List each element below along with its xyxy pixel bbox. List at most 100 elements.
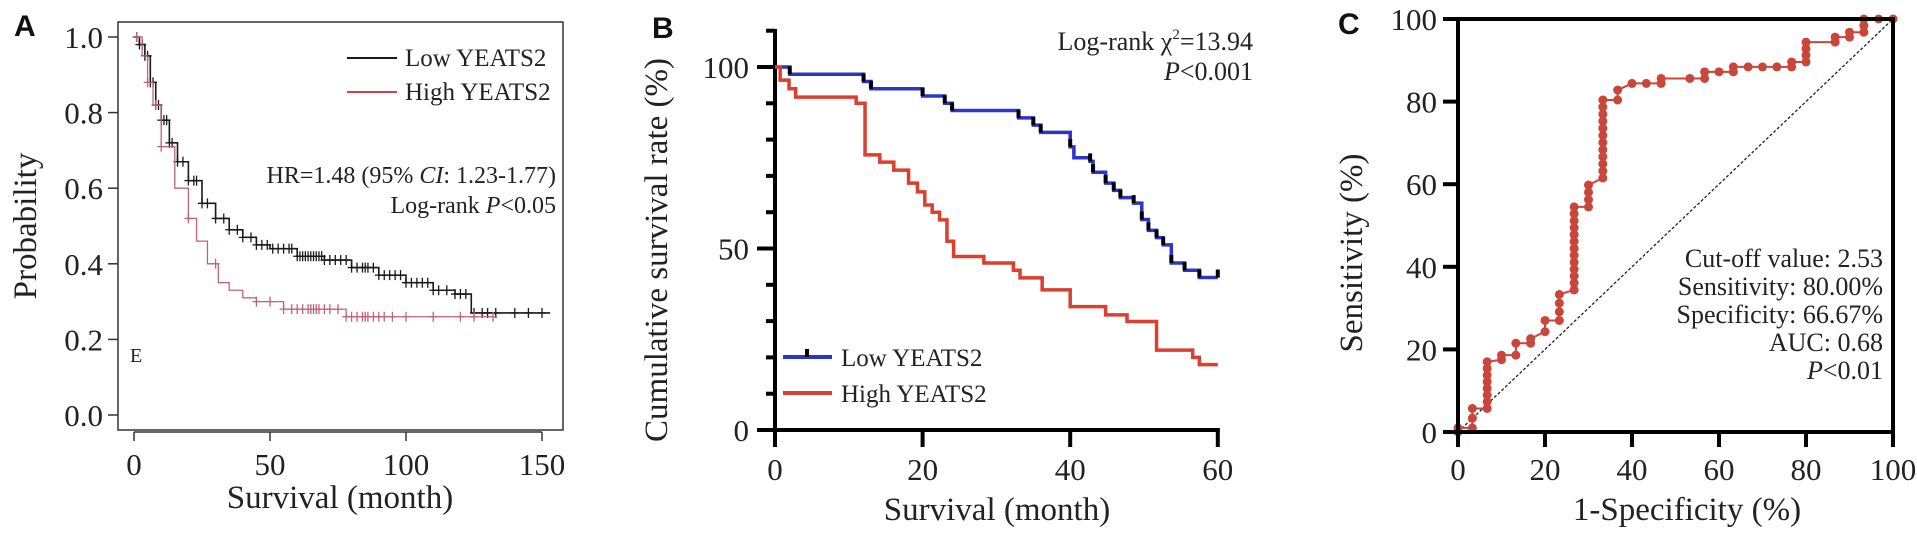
auc-annotation: AUC: 0.68: [1769, 328, 1883, 357]
censor-mark-low-a: [524, 307, 533, 318]
logrank-chi-square-annotation: Log-rank χ2=13.94: [1058, 27, 1253, 56]
roc-point: [1554, 307, 1564, 317]
censor-mark-low-a: [510, 307, 519, 318]
y-tick-label-b: 0: [734, 413, 750, 448]
y-tick-label-a: 0.0: [64, 398, 103, 433]
roc-point: [1569, 209, 1579, 219]
legend-label-low-b: Low YEATS2: [841, 345, 982, 372]
panel-label-b: B: [652, 12, 674, 45]
censor-mark-low-a: [219, 213, 228, 224]
roc-point: [1482, 390, 1492, 400]
roc-point: [1584, 187, 1593, 197]
roc-point: [1482, 377, 1492, 387]
roc-point: [1584, 202, 1593, 212]
roc-point: [1569, 257, 1579, 267]
censor-mark-high-a: [157, 141, 166, 152]
hr-ci: CI: [419, 163, 444, 189]
roc-point: [1613, 85, 1623, 95]
roc-point: [1569, 223, 1579, 233]
x-tick-label-c: 100: [1870, 452, 1917, 487]
y-tick-label-a: 0.2: [64, 322, 103, 357]
hr-prefix: HR=1.48 (95%: [266, 163, 419, 189]
plot-area-b: [775, 65, 1220, 367]
roc-point: [1569, 271, 1579, 281]
panel-label-c: C: [1338, 8, 1360, 41]
censor-mark-low-a: [396, 270, 405, 281]
axes-c: 0 20 40 60 80 100 0 20 40 60 80 100: [1391, 2, 1917, 487]
censor-mark-low-a: [423, 277, 432, 288]
censor-mark-low-a: [211, 213, 220, 224]
censor-mark-high-a: [151, 100, 160, 111]
hazard-ratio-annotation: HR=1.48 (95% CI: 1.23-1.77): [266, 163, 556, 189]
censor-mark-low-a: [461, 289, 470, 300]
y-tick-label-b: 50: [718, 232, 749, 267]
logrank-suffix-a: <0.05: [500, 193, 556, 219]
censor-mark-low-a: [538, 307, 546, 318]
roc-point: [1598, 123, 1608, 133]
specificity-annotation: Specificity: 66.67%: [1676, 300, 1883, 329]
plot-frame-c: [1456, 17, 1895, 434]
roc-point: [1540, 327, 1550, 337]
x-tick-label-c: 20: [1530, 452, 1561, 487]
roc-point: [1598, 116, 1608, 126]
legend-label-high-b: High YEATS2: [841, 381, 987, 408]
y-tick-label-c: 60: [1406, 167, 1437, 202]
censor-mark-low-a: [442, 285, 451, 296]
y-tick-label-c: 40: [1406, 250, 1437, 285]
x-tick-label-a: 100: [383, 447, 430, 482]
x-tick-label-b: 0: [767, 452, 783, 487]
roc-point: [1569, 243, 1579, 253]
logrank-prefix-a: Log-rank: [390, 193, 485, 219]
roc-point: [1569, 202, 1579, 212]
roc-point: [1743, 62, 1753, 72]
panel-c: C 0 20 40 60 80 100 0 20 40 60 80 100 Cut-off value…: [1334, 2, 1916, 528]
y-tick-label-b: 100: [703, 50, 750, 85]
roc-point: [1482, 370, 1492, 380]
panel-label-a: A: [14, 10, 36, 43]
roc-point: [1554, 289, 1564, 299]
roc-point: [1482, 357, 1492, 367]
censor-mark-low-a: [162, 115, 171, 126]
roc-point: [1598, 109, 1608, 119]
censor-mark-low-a: [238, 232, 247, 243]
censor-mark-high-a: [402, 311, 410, 322]
y-axis-title-b: Cumulative survival rate (%): [639, 58, 675, 442]
roc-point: [1830, 32, 1840, 42]
y-axis-title-a: Probability: [8, 152, 44, 299]
chi-value: =13.94: [1180, 27, 1253, 56]
roc-point: [1482, 403, 1492, 413]
y-tick-label-a: 0.6: [64, 171, 103, 206]
censor-mark-low-a: [233, 224, 242, 235]
roc-point: [1482, 363, 1492, 373]
roc-point: [1772, 62, 1782, 72]
roc-point: [1714, 67, 1724, 77]
censor-mark-low-a: [263, 239, 272, 250]
roc-point: [1598, 138, 1608, 148]
roc-point: [1482, 397, 1492, 407]
roc-point: [1859, 27, 1869, 37]
plot-frame-a: [117, 21, 564, 431]
y-tick-label-c: 80: [1406, 85, 1437, 120]
roc-point: [1569, 285, 1579, 295]
roc-point: [1598, 173, 1608, 183]
logrank-p-a: P: [485, 193, 501, 219]
chi-prefix: Log-rank χ: [1058, 27, 1173, 56]
y-tick-label-c: 20: [1406, 332, 1437, 367]
roc-point: [1801, 44, 1811, 54]
x-tick-label-b: 60: [1202, 452, 1233, 487]
x-tick-label-c: 60: [1704, 452, 1735, 487]
roc-point: [1598, 145, 1608, 155]
roc-point: [1598, 159, 1608, 169]
censor-mark-low-a: [178, 156, 187, 167]
roc-point: [1598, 95, 1608, 105]
roc-point: [1467, 413, 1477, 423]
roc-point: [1598, 102, 1608, 112]
roc-point: [1511, 338, 1521, 348]
censor-mark-high-a: [266, 296, 274, 307]
censor-mark-high-a: [489, 311, 498, 322]
cutoff-annotation: Cut-off value: 2.53: [1685, 244, 1883, 273]
roc-point: [1569, 230, 1579, 240]
roc-point: [1584, 195, 1593, 205]
y-tick-label-a: 0.8: [64, 96, 103, 131]
